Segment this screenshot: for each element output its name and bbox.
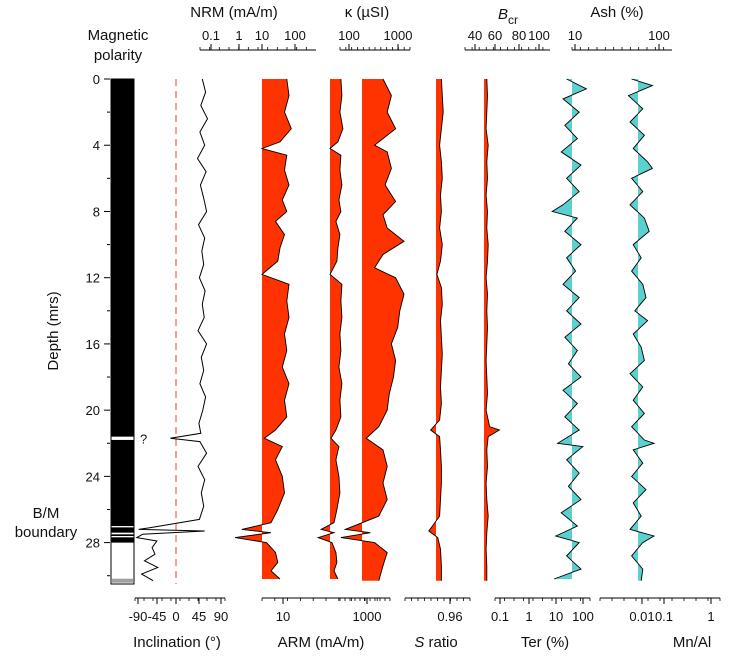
bcr-filled-area [484,79,500,581]
depth-axis-label: Depth (mrs) [45,291,62,370]
depth-tick-label-0: 0 [93,72,100,87]
arm-bottom-tick-label-0: 10 [276,609,290,624]
arm-series-line [316,78,344,580]
ash-top-tick-label-0: 10 [568,28,582,43]
ter-bottom-tick-label-3: 100 [572,609,594,624]
ter-axis-title: Ter (%) [521,634,569,651]
inclination-bottom-tick-label-4: 90 [214,609,228,624]
depth-tick-label-2: 8 [93,204,100,219]
mnal-bottom-tick-label-0: 0.01 [629,609,654,624]
ter-bottom-tick-label-1: 1 [525,609,532,624]
panel-sratio [428,78,444,581]
arm-axis-title: ARM (mA/m) [278,634,365,651]
depth-tick-label-3: 12 [86,271,100,286]
polarity-question-mark: ? [140,431,147,446]
bcr-top-tick-label-1: 60 [488,28,502,43]
inclination-axis-title: Inclination (°) [133,634,221,651]
sratio-filled-area [428,79,444,581]
panel-ter [551,78,588,580]
depth-tick-label-7: 28 [86,536,100,551]
sratio-axis-title-text: S ratio [414,634,457,651]
mnal-bottom-tick-label-1: 0.1 [655,609,673,624]
bottom-axes: Inclination (°) ARM (mA/m) S ratio Ter (… [129,597,721,651]
bcr-axis-title: Bcr [498,6,518,27]
inclination-series-line [135,78,209,582]
bm-boundary-label-line1: B/M [33,505,60,522]
ash-top-tick-label-1: 100 [648,28,670,43]
polarity-gray-band [112,578,133,583]
polarity-column: Magnetic polarity ? B/M boundary [15,27,149,585]
nrm-series-line [234,78,292,580]
depth-tick-label-4: 16 [86,337,100,352]
nrm-axis-title: NRM (mA/m) [190,4,277,21]
inclination-bottom-tick-label-3: 45 [192,609,206,624]
bm-boundary-label-line2: boundary [15,524,78,541]
panel-nrm [234,78,292,580]
kappa-bottom-tick-label-0: 1000 [353,609,382,624]
sratio-bottom-tick-label-0: 0.96 [437,609,462,624]
ter-bottom-tick-label-0: 0.1 [491,609,509,624]
kappa-top-tick-label-1: 1000 [384,28,413,43]
polarity-normal-2 [111,527,134,533]
bcr-axis-title-text: Bcr [498,6,518,27]
panel-mnal [627,78,656,581]
arm-filled-area [318,79,343,580]
mnal-series-line [627,78,656,581]
inclination-bottom-tick-label-2: 0 [172,609,179,624]
panel-kappa [340,78,405,581]
polarity-normal-blocks [111,79,134,583]
sratio-axis-title: S ratio [414,634,457,651]
nrm-top-tick-label-3: 100 [284,28,306,43]
ter-bottom-tick-label-2: 10 [549,609,563,624]
inclination-bottom-tick-label-0: -90 [129,609,148,624]
mnal-filled-area [628,79,654,581]
depth-axis-ticks: 0 4 8 12 16 20 24 28 [86,72,110,577]
polarity-title-line1: Magnetic [88,27,149,44]
nrm-filled-area [235,79,292,579]
nrm-top-tick-label-1: 1 [235,28,242,43]
top-axis-ticks: 0.1 1 10 100 100 1000 40 60 80 100 10 100 [199,28,672,51]
ter-filled-area [552,79,587,579]
depth-tick-label-6: 24 [86,469,100,484]
panel-arm [316,78,344,580]
depth-tick-label-5: 20 [86,403,100,418]
bcr-top-tick-label-2: 80 [512,28,526,43]
top-axes: NRM (mA/m) κ (µSI) Bcr Ash (%) 0.1 1 10 100… [190,4,672,51]
bcr-top-tick-label-3: 100 [528,28,550,43]
bcr-series-line [485,78,501,581]
polarity-title-line2: polarity [94,47,143,64]
ash-axis-title: Ash (%) [590,4,643,21]
depth-tick-label-1: 4 [93,138,100,153]
polarity-normal-1 [111,439,134,527]
polarity-normal-0 [111,79,134,437]
kappa-axis-title: κ (µSI) [345,4,389,21]
polarity-normal-3 [111,534,134,536]
nrm-top-tick-label-0: 0.1 [202,28,220,43]
kappa-filled-area [341,79,404,581]
ter-series-line [551,78,588,580]
bcr-top-tick-label-0: 40 [468,28,482,43]
depth-axis: Depth (mrs) 0 4 8 12 16 20 24 28 [45,72,110,577]
kappa-series-line [340,78,405,581]
nrm-top-tick-label-2: 10 [255,28,269,43]
sratio-series-line [428,78,444,581]
panel-inclination [135,78,209,584]
mnal-bottom-tick-label-2: 1 [707,609,714,624]
kappa-top-tick-label-0: 100 [338,28,360,43]
inclination-bottom-tick-label-1: -45 [148,609,167,624]
proxy-panels [135,78,656,584]
bottom-axis-ticks: -90 -45 0 45 90 10 1000 0.96 0.1 1 10 100 0.01 0.1 1 [129,597,721,624]
polarity-normal-4 [111,537,134,543]
panel-bcr [484,78,501,581]
mnal-axis-title: Mn/Al [673,634,711,651]
